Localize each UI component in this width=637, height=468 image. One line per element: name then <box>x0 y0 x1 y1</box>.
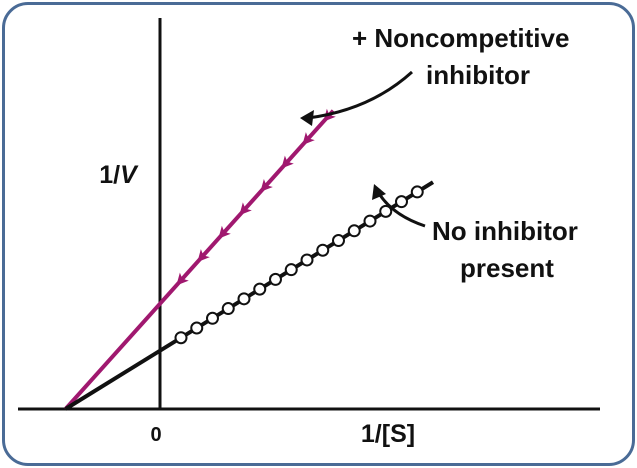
arrow-marker <box>218 225 231 239</box>
data-point <box>221 302 235 316</box>
y-axis-label-variable: V <box>120 161 139 189</box>
data-point <box>206 311 219 325</box>
data-point <box>218 225 231 239</box>
data-point <box>332 234 345 248</box>
data-point <box>239 202 252 216</box>
series-label-inhibitor-line1: + Noncompetitive <box>352 23 569 53</box>
x-axis-label: 1/[S] <box>361 420 415 448</box>
data-point <box>363 214 377 228</box>
arrow-marker <box>281 155 294 169</box>
data-point <box>269 272 282 286</box>
arrow-marker <box>239 202 252 216</box>
data-point <box>281 155 294 169</box>
arrow-marker <box>302 132 315 146</box>
series-label-no-inhibitor-line1: No inhibitor <box>432 216 578 246</box>
arrow-marker <box>176 272 189 286</box>
arrow-marker <box>260 178 273 192</box>
series-label-inhibitor-line2: inhibitor <box>426 60 530 90</box>
x-tick-label: 0 <box>150 424 161 446</box>
data-point <box>190 321 204 335</box>
data-point <box>410 185 424 199</box>
data-point <box>379 204 393 218</box>
data-point <box>347 224 361 238</box>
data-point <box>316 243 330 257</box>
data-point <box>176 272 189 286</box>
data-point <box>302 132 315 146</box>
series-label-no-inhibitor-line2: present <box>460 253 554 283</box>
data-point <box>260 178 273 192</box>
data-point <box>284 263 298 277</box>
data-point <box>197 249 210 263</box>
callout-no-inhibitor-arrowhead <box>372 184 386 200</box>
callout-inhibitor <box>307 70 414 120</box>
y-axis-label: 1/V <box>99 161 139 189</box>
data-point <box>300 253 314 267</box>
data-point <box>253 282 267 296</box>
callout-inhibitor-arrowhead <box>300 110 314 126</box>
data-point <box>174 331 188 345</box>
y-axis-label-prefix: 1/ <box>99 161 120 189</box>
data-point <box>237 292 251 306</box>
data-point <box>395 195 408 209</box>
arrow-marker <box>197 249 210 263</box>
